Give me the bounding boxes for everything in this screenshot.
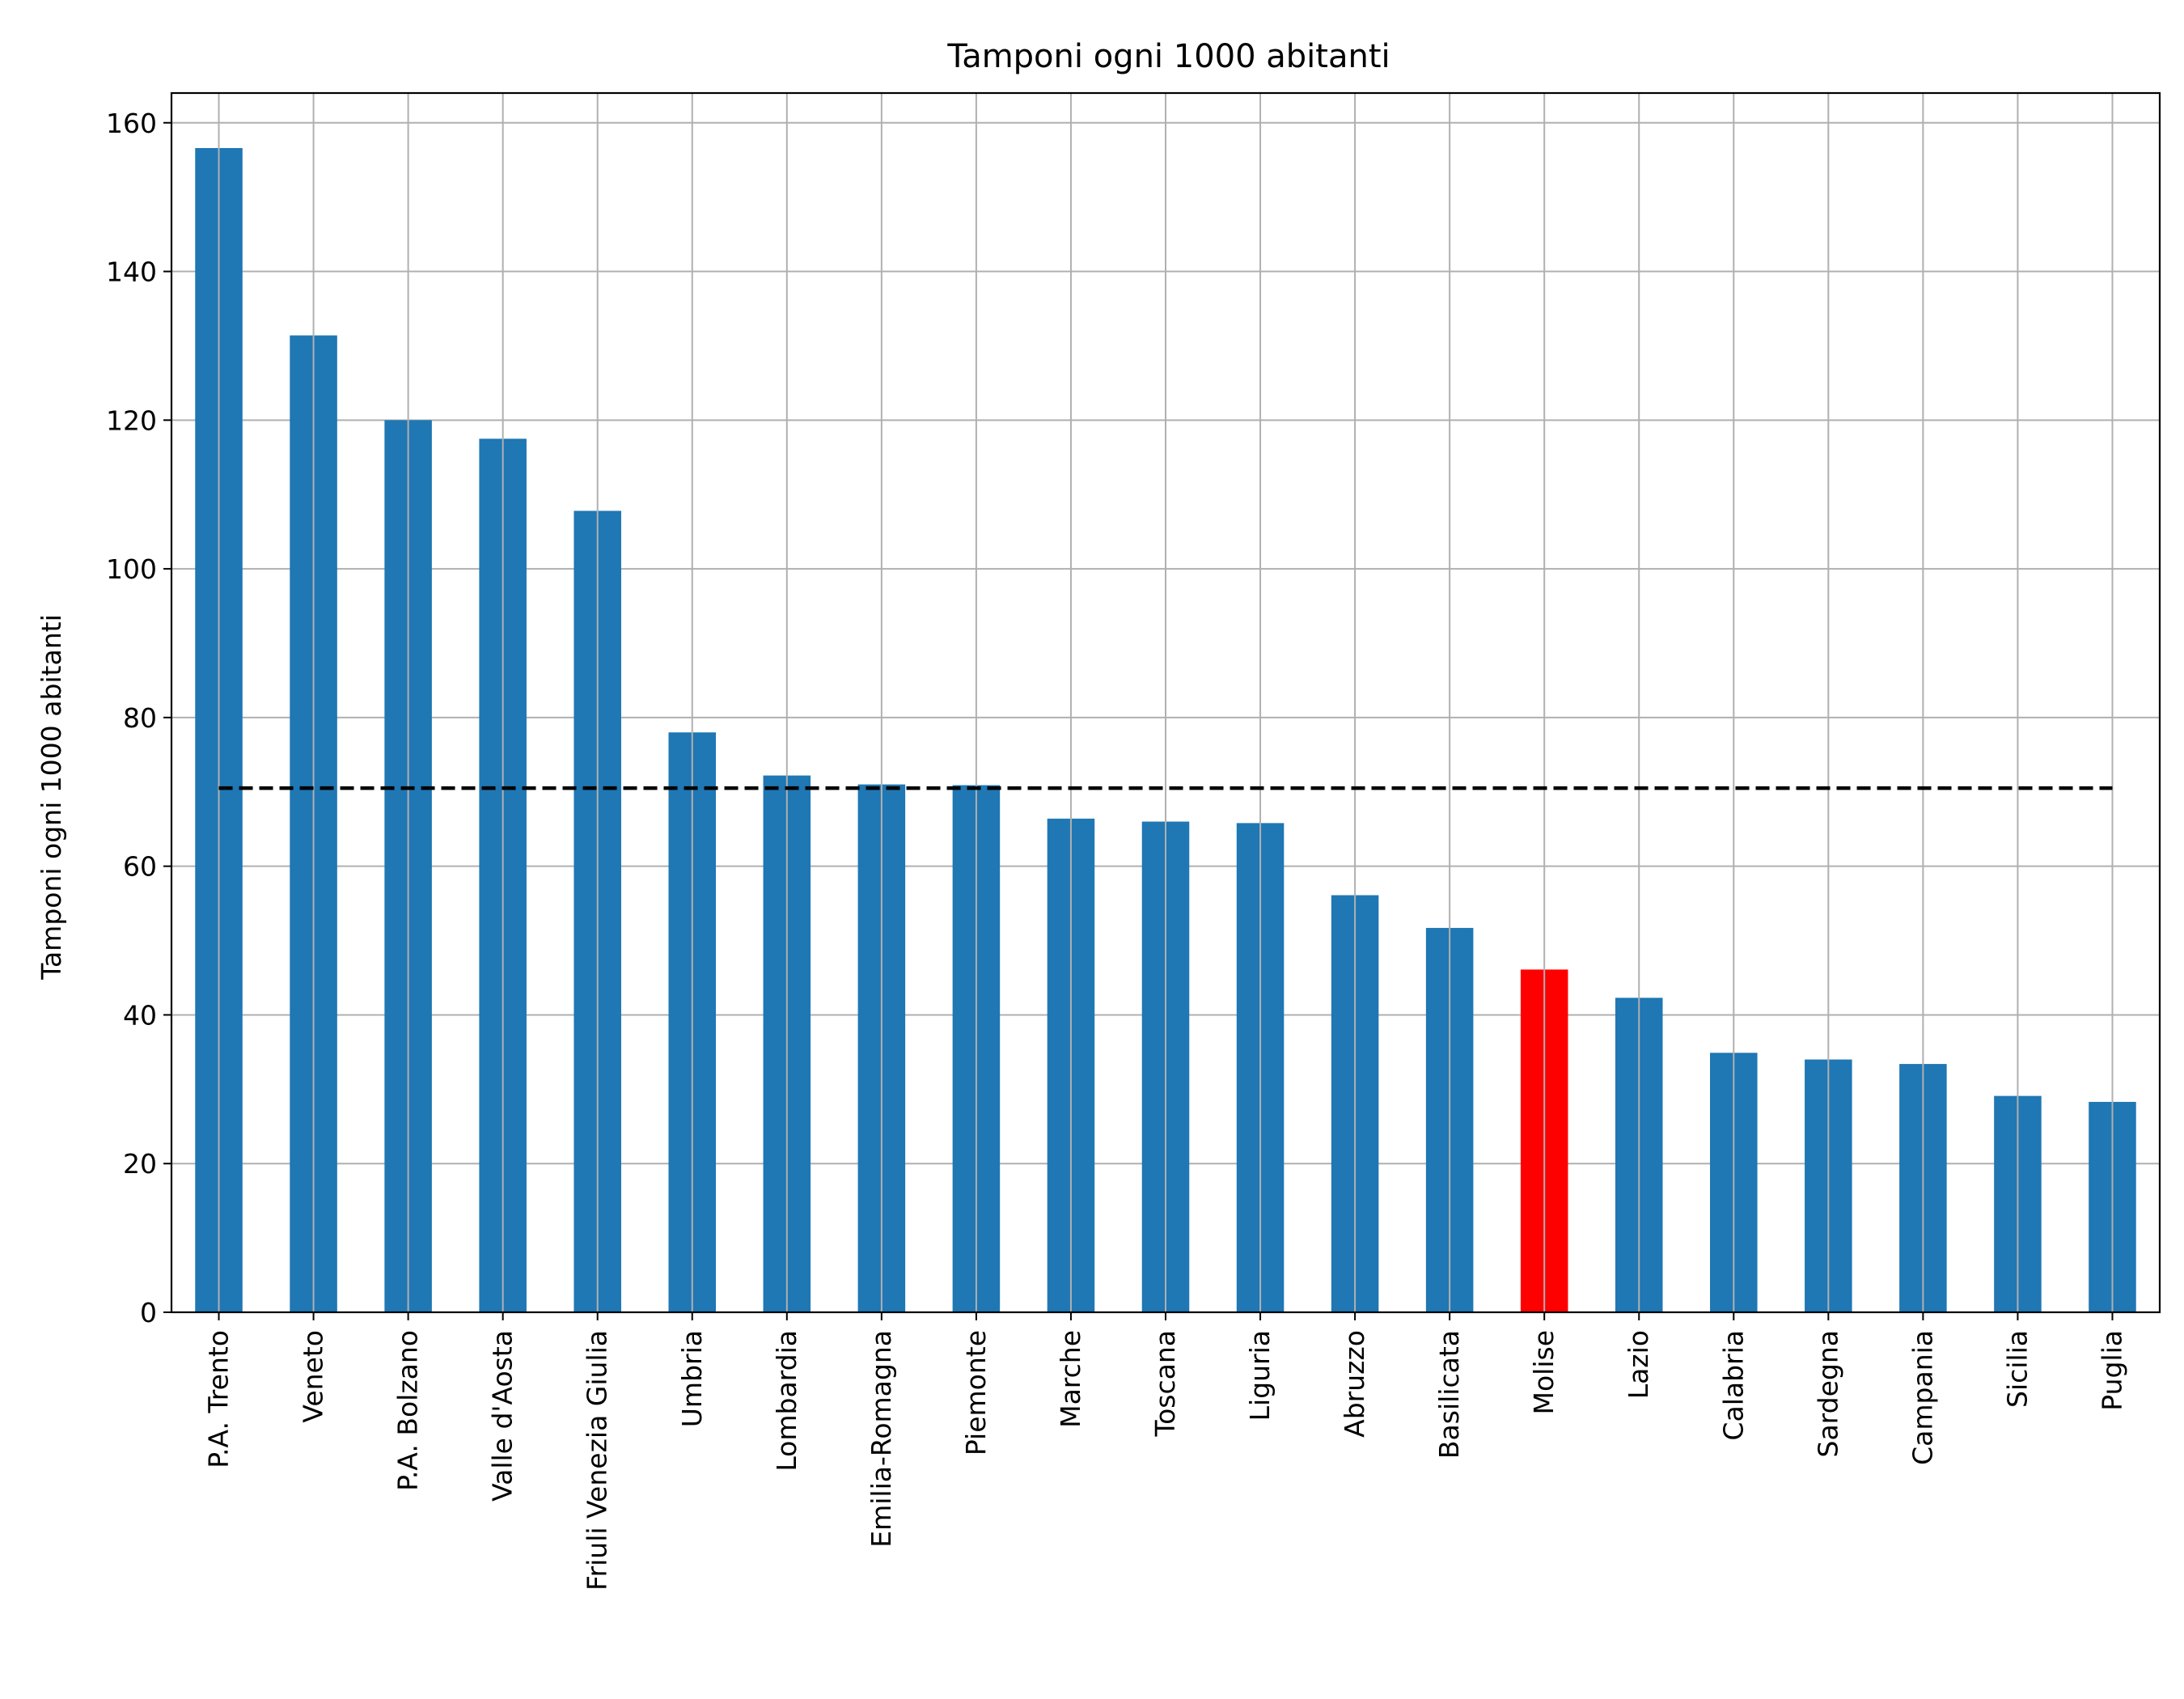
x-tick-label: Calabria bbox=[1717, 1330, 1749, 1441]
y-tick-label: 60 bbox=[123, 851, 157, 883]
y-tick-label: 20 bbox=[123, 1148, 157, 1180]
y-axis-label: Tamponi ogni 1000 abitanti bbox=[36, 614, 67, 980]
x-tick-label: Sardegna bbox=[1812, 1330, 1843, 1458]
x-tick-label: Valle d'Aosta bbox=[487, 1330, 518, 1502]
x-tick-label: Emilia-Romagna bbox=[866, 1330, 897, 1548]
y-tick-label: 40 bbox=[123, 999, 157, 1031]
x-tick-label: Basilicata bbox=[1433, 1330, 1465, 1459]
x-tick-label: Molise bbox=[1528, 1330, 1560, 1415]
x-tick-labels: P.A. Trento Veneto P.A. Bolzano Valle d'Aos… bbox=[203, 1330, 2128, 1591]
x-tick-label: Sicilia bbox=[2001, 1330, 2033, 1408]
y-tick-label: 100 bbox=[106, 553, 157, 585]
x-tick-label: P.A. Trento bbox=[203, 1330, 235, 1468]
y-tick-label: 140 bbox=[106, 256, 157, 288]
y-tick-label: 160 bbox=[106, 108, 157, 139]
y-tick-label: 0 bbox=[140, 1297, 157, 1328]
x-tick-label: Toscana bbox=[1149, 1330, 1181, 1437]
x-tick-label: Liguria bbox=[1244, 1330, 1276, 1421]
bars bbox=[195, 93, 2136, 1313]
x-tick-label: Puglia bbox=[2096, 1330, 2127, 1411]
y-tick-label: 120 bbox=[106, 405, 157, 436]
x-tick-label: Friuli Venezia Giulia bbox=[582, 1330, 613, 1591]
x-tick-label: Umbria bbox=[676, 1330, 708, 1427]
axis-ticks bbox=[163, 121, 2114, 1320]
y-tick-label: 80 bbox=[123, 702, 157, 734]
x-tick-label: Abruzzo bbox=[1339, 1330, 1370, 1438]
x-tick-label: Piemonte bbox=[960, 1330, 992, 1455]
x-tick-label: Lombardia bbox=[771, 1330, 802, 1472]
y-tick-labels: 0 20 40 60 80 100 120 140 160 bbox=[106, 108, 157, 1328]
chart-title: Tamponi ogni 1000 abitanti bbox=[946, 38, 1390, 75]
x-tick-label: Veneto bbox=[298, 1330, 329, 1423]
x-tick-label: Marche bbox=[1055, 1330, 1086, 1428]
x-tick-label: P.A. Bolzano bbox=[392, 1330, 424, 1491]
x-tick-label: Campania bbox=[1907, 1330, 1938, 1465]
x-tick-label: Lazio bbox=[1623, 1330, 1654, 1399]
